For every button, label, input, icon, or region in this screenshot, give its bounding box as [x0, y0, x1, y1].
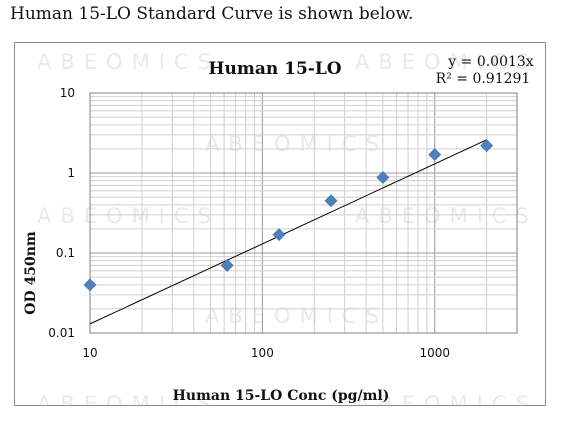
data-point-marker — [428, 148, 442, 161]
trendline-equation: y = 0.0013x — [447, 54, 534, 70]
y-axis-label: OD 450nm — [23, 231, 39, 315]
watermark-text: ABEOMICS — [37, 392, 220, 405]
page-caption: Human 15-LO Standard Curve is shown belo… — [10, 4, 414, 24]
data-points — [83, 139, 494, 292]
data-point-marker — [376, 171, 390, 184]
x-tick-label: 10 — [82, 346, 97, 360]
y-tick-label: 10 — [60, 86, 75, 100]
data-point-marker — [324, 194, 338, 208]
chart-frame: ABEOMICS ABEOMICS ABEOMICS ABEOMICS ABEOMICS… — [14, 42, 546, 406]
x-tick-label: 1000 — [419, 346, 450, 360]
watermark-text: ABEOMICS — [355, 392, 538, 405]
x-axis-label: Human 15-LO Conc (pg/ml) — [173, 388, 390, 404]
chart-svg: ABEOMICS ABEOMICS ABEOMICS ABEOMICS ABEOMICS… — [23, 50, 538, 405]
watermark-layer: ABEOMICS ABEOMICS ABEOMICS ABEOMICS ABEOMICS… — [37, 50, 538, 405]
data-point-marker — [83, 278, 97, 292]
y-tick-label: 1 — [67, 166, 75, 180]
data-point-marker — [220, 258, 234, 272]
chart-title: Human 15-LO — [208, 59, 341, 79]
watermark-text: ABEOMICS — [355, 204, 538, 228]
data-point-marker — [272, 228, 286, 241]
watermark-text: ABEOMICS — [205, 304, 388, 328]
y-tick-label: 0.1 — [56, 246, 75, 260]
plot-area-border — [89, 92, 518, 334]
x-tick-labels: 10 100 1000 — [82, 346, 450, 360]
x-tick-label: 100 — [251, 346, 274, 360]
watermark-text: ABEOMICS — [37, 204, 220, 228]
y-tick-labels: 0.01 0.1 1 10 — [48, 86, 75, 340]
watermark-text: ABEOMICS — [37, 50, 220, 74]
grid-lines — [89, 92, 518, 334]
watermark-text: ABEOMICS — [355, 50, 538, 74]
watermark-text: ABEOMICS — [205, 132, 388, 156]
y-tick-label: 0.01 — [48, 326, 75, 340]
data-point-marker — [480, 139, 494, 153]
r-squared-label: R² = 0.91291 — [436, 71, 531, 87]
trendline — [89, 139, 487, 325]
